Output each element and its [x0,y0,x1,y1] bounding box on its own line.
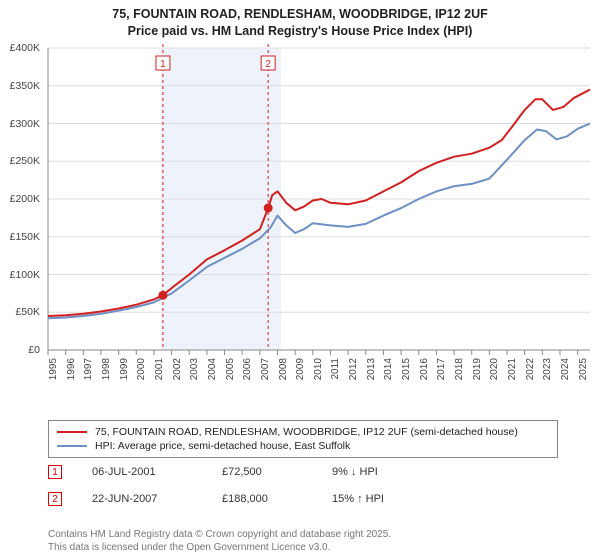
footer-line-2: This data is licensed under the Open Gov… [48,542,558,555]
sale-date-2: 22-JUN-2007 [92,493,222,505]
sale-marker-1: 1 [48,465,62,479]
x-tick-label: 1998 [101,358,112,408]
x-tick-label: 2016 [419,358,430,408]
x-tick-label: 2005 [225,358,236,408]
legend-label-property: 75, FOUNTAIN ROAD, RENDLESHAM, WOODBRIDG… [95,426,518,438]
x-tick-label: 2020 [489,358,500,408]
y-tick-label: £200K [0,193,40,205]
x-tick-label: 2010 [313,358,324,408]
x-tick-label: 2011 [330,358,341,408]
y-tick-label: £400K [0,42,40,54]
x-tick-label: 2025 [578,358,589,408]
x-tick-label: 2009 [295,358,306,408]
x-tick-label: 2023 [542,358,553,408]
x-tick-label: 2006 [242,358,253,408]
legend: 75, FOUNTAIN ROAD, RENDLESHAM, WOODBRIDG… [48,420,558,458]
x-tick-label: 2008 [278,358,289,408]
legend-label-hpi: HPI: Average price, semi-detached house,… [95,440,350,452]
x-tick-label: 2007 [260,358,271,408]
x-tick-label: 1997 [83,358,94,408]
x-tick-label: 2015 [401,358,412,408]
footer-note: Contains HM Land Registry data © Crown c… [48,529,558,554]
title-line-2: Price paid vs. HM Land Registry's House … [0,23,600,40]
x-tick-label: 2012 [348,358,359,408]
x-tick-label: 2013 [366,358,377,408]
legend-swatch-hpi [57,445,87,447]
x-tick-label: 2004 [207,358,218,408]
x-tick-label: 2017 [436,358,447,408]
x-tick-label: 2021 [507,358,518,408]
sale-pct-2: 15% ↑ HPI [332,493,432,505]
chart-svg: 12 [0,42,600,412]
legend-row-property: 75, FOUNTAIN ROAD, RENDLESHAM, WOODBRIDG… [57,425,549,439]
sale-marker-2: 2 [48,492,62,506]
chart-area: 12 [0,42,600,412]
svg-text:1: 1 [160,59,166,70]
legend-row-hpi: HPI: Average price, semi-detached house,… [57,439,549,453]
sale-date-1: 06-JUL-2001 [92,466,222,478]
x-tick-label: 2022 [525,358,536,408]
y-tick-label: £350K [0,80,40,92]
x-tick-label: 1995 [48,358,59,408]
sale-row-2: 2 22-JUN-2007 £188,000 15% ↑ HPI [48,492,558,506]
y-tick-label: £150K [0,231,40,243]
sale-price-2: £188,000 [222,493,332,505]
y-tick-label: £300K [0,118,40,130]
x-tick-label: 1999 [119,358,130,408]
x-tick-label: 2014 [383,358,394,408]
y-tick-label: £50K [0,306,40,318]
x-tick-label: 2002 [172,358,183,408]
y-tick-label: £100K [0,269,40,281]
x-tick-label: 2000 [136,358,147,408]
title-line-1: 75, FOUNTAIN ROAD, RENDLESHAM, WOODBRIDG… [0,6,600,23]
x-tick-label: 2001 [154,358,165,408]
legend-swatch-property [57,431,87,433]
x-tick-label: 2018 [454,358,465,408]
y-tick-label: £250K [0,155,40,167]
sale-pct-1: 9% ↓ HPI [332,466,432,478]
x-tick-label: 1996 [66,358,77,408]
x-tick-label: 2019 [472,358,483,408]
y-tick-label: £0 [0,344,40,356]
sale-price-1: £72,500 [222,466,332,478]
footer-line-1: Contains HM Land Registry data © Crown c… [48,529,558,542]
svg-text:2: 2 [265,59,271,70]
sale-row-1: 1 06-JUL-2001 £72,500 9% ↓ HPI [48,465,558,479]
x-tick-label: 2024 [560,358,571,408]
x-tick-label: 2003 [189,358,200,408]
chart-title-block: 75, FOUNTAIN ROAD, RENDLESHAM, WOODBRIDG… [0,0,600,40]
